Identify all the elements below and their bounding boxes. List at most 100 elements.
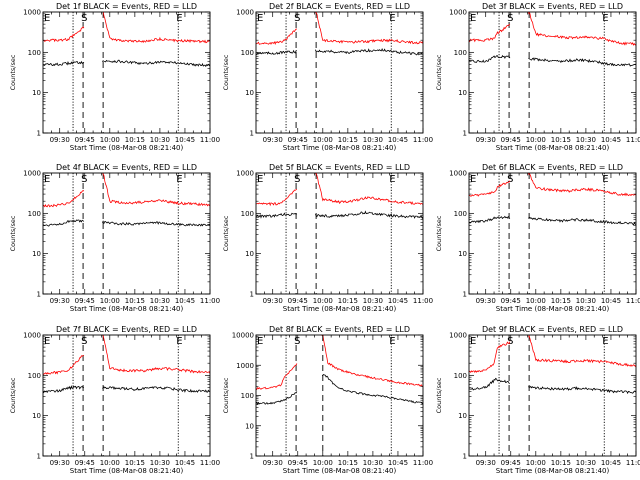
marker-label-S: S [81,174,87,185]
x-tick-label: 09:45 [501,297,521,305]
marker-label-E: E [602,336,608,347]
x-tick-label: 10:00 [100,459,120,467]
x-tick-label: 10:15 [551,459,571,467]
marker-label-E: E [176,13,182,24]
series-line-events [469,215,636,226]
marker-label-E: E [602,13,608,24]
y-axis-label: Counts/sec [435,215,443,251]
x-tick-label: 10:00 [100,297,120,305]
marker-label-E: E [257,336,263,347]
x-axis-label: Start Time (08-Mar-08 08:21:40) [496,305,610,313]
x-tick-label: 10:15 [551,297,571,305]
x-tick-label: 10:45 [601,297,621,305]
y-tick-label: 1000 [236,9,254,17]
x-tick-label: 10:15 [125,297,145,305]
y-tick-label: 100 [454,210,467,218]
y-tick-label: 1 [463,291,467,299]
x-tick-label: 10:30 [363,136,383,144]
x-tick-label: 09:45 [75,297,95,305]
series-line-events [43,59,210,68]
y-axis-label: Counts/sec [9,215,17,251]
marker-label-E: E [176,174,182,185]
series-line-lld [43,335,210,375]
x-tick-label: 10:30 [150,459,170,467]
y-tick-label: 1000 [236,362,254,370]
panel-title: Det 5f BLACK = Events, RED = LLD [269,163,410,172]
marker-label-S: S [294,336,300,347]
series-line-lld [256,335,423,391]
series-line-events [469,377,636,395]
x-axis-label: Start Time (08-Mar-08 08:21:40) [496,467,610,475]
y-tick-label: 100 [241,210,254,218]
panel-title: Det 7f BLACK = Events, RED = LLD [56,325,197,334]
series-line-events [256,210,423,220]
plot-frame [468,334,637,457]
marker-label-S: S [81,13,87,24]
x-tick-label: 10:45 [175,297,195,305]
y-tick-label: 10 [245,250,254,258]
marker-label-E: E [389,13,395,24]
x-tick-label: 09:45 [288,136,308,144]
x-axis-label: Start Time (08-Mar-08 08:21:40) [70,144,184,152]
x-tick-label: 10:30 [150,136,170,144]
x-tick-label: 10:30 [150,297,170,305]
y-tick-label: 10 [32,412,41,420]
x-tick-label: 11:00 [200,297,220,305]
y-tick-label: 1000 [23,170,41,178]
y-tick-label: 100 [241,392,254,400]
x-tick-label: 10:30 [576,136,596,144]
plot-frame [468,11,637,134]
y-axis-label: Counts/sec [222,215,230,251]
x-tick-label: 09:30 [50,297,70,305]
series-line-lld [469,335,636,373]
marker-label-S: S [507,13,513,24]
marker-label-S: S [294,174,300,185]
x-tick-label: 09:30 [476,459,496,467]
marker-label-E: E [389,336,395,347]
y-tick-label: 100 [28,49,41,57]
x-tick-label: 11:00 [413,136,433,144]
series-line-lld [43,173,210,208]
y-tick-label: 100 [454,49,467,57]
y-tick-label: 10000 [232,332,254,340]
x-tick-label: 10:00 [313,297,333,305]
y-tick-label: 10 [458,250,467,258]
y-tick-label: 1 [463,453,467,461]
marker-label-S: S [507,174,513,185]
x-axis-label: Start Time (08-Mar-08 08:21:40) [283,467,397,475]
x-tick-label: 11:00 [626,297,640,305]
y-tick-label: 1000 [449,170,467,178]
marker-label-E: E [176,336,182,347]
y-tick-label: 10 [32,89,41,97]
x-tick-label: 09:30 [476,136,496,144]
marker-label-E: E [602,174,608,185]
plot-frame [42,172,211,295]
y-tick-label: 1 [250,291,254,299]
y-tick-label: 1 [250,130,254,138]
x-tick-label: 10:15 [551,136,571,144]
x-tick-label: 09:30 [263,459,283,467]
detector-panel-9: Det 9f BLACK = Events, RED = LLD E S E 09:30… [435,325,640,475]
y-tick-label: 1 [37,453,41,461]
x-tick-label: 09:45 [288,459,308,467]
y-tick-label: 10 [458,89,467,97]
series-line-lld [256,12,423,45]
y-tick-label: 10 [245,422,254,430]
x-tick-label: 11:00 [626,136,640,144]
x-tick-label: 10:45 [388,459,408,467]
x-tick-label: 11:00 [200,459,220,467]
detector-panel-1: Det 1f BLACK = Events, RED = LLD E S E 09:30… [9,2,220,152]
y-axis-label: Counts/sec [222,377,230,413]
detector-panel-3: Det 3f BLACK = Events, RED = LLD E S E 09:30… [435,2,640,152]
marker-label-S: S [294,13,300,24]
y-axis-label: Counts/sec [9,54,17,90]
series-line-lld [256,173,423,207]
marker-label-E: E [257,174,263,185]
panel-title: Det 2f BLACK = Events, RED = LLD [269,2,410,11]
x-tick-label: 09:30 [50,459,70,467]
x-tick-label: 10:15 [338,459,358,467]
x-axis-label: Start Time (08-Mar-08 08:21:40) [283,305,397,313]
marker-label-E: E [257,13,263,24]
marker-label-E: E [470,174,476,185]
